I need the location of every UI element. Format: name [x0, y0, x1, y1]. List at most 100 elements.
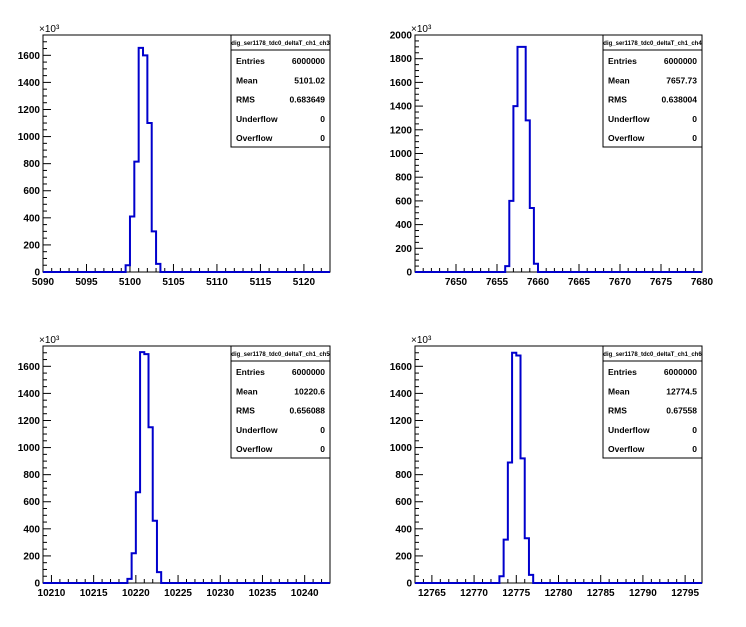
histogram-line: [43, 46, 330, 273]
stat-label: Underflow: [236, 425, 278, 435]
x-tick-label: 10220: [122, 588, 150, 599]
histogram-bin: [140, 352, 144, 583]
histogram-line: [415, 45, 702, 273]
y-tick-label: 400: [23, 524, 40, 535]
y-tick-label: 1800: [390, 54, 413, 65]
histogram-bin: [156, 264, 160, 272]
y-tick-label: 1600: [18, 362, 41, 373]
x-tick-label: 5115: [250, 277, 272, 288]
stat-label: Overflow: [608, 444, 645, 454]
y-tick-label: 0: [406, 579, 412, 590]
histogram-bin: [136, 492, 140, 583]
y-tick-label: 200: [395, 244, 412, 255]
histogram-panel-4: 12765 12770 12775 12780 12785 12790 12795 0 200 4…: [390, 335, 703, 599]
x-tick-label: 7665: [568, 277, 591, 288]
stat-label: RMS: [608, 95, 627, 105]
x-tick-label: 10225: [164, 588, 192, 599]
x-tick-label: 7670: [609, 277, 632, 288]
y-tick-label: 0: [406, 268, 412, 279]
histogram-bin: [513, 106, 517, 272]
histogram-bin: [534, 264, 538, 272]
stat-label: RMS: [236, 95, 255, 105]
y-tick-label: 600: [395, 196, 412, 207]
x-tick-label: 10240: [291, 588, 319, 599]
stats-box: dig_ser1178_tdc0_deltaT_ch1_ch5 Entries 60…: [230, 345, 331, 459]
stat-value: 12774.5: [666, 386, 697, 396]
y-tick-label: 1200: [18, 416, 41, 427]
stats-title: dig_ser1178_tdc0_deltaT_ch1_ch6: [603, 352, 702, 358]
histogram-bin: [516, 355, 520, 583]
y-tick-label: 1400: [390, 102, 413, 113]
y-tick-label: 800: [395, 470, 412, 481]
histogram-bin: [130, 216, 134, 272]
x-tick-label: 12795: [671, 588, 699, 599]
y-tick-label: 800: [395, 173, 412, 184]
y-scale-multiplier: ×10³: [39, 335, 60, 346]
histogram-bin: [157, 572, 161, 583]
x-tick-label: 10235: [249, 588, 277, 599]
histogram-bin: [508, 462, 512, 583]
histogram-bin: [504, 540, 508, 583]
histogram-panel-2: 7650 7655 7660 7665 7670 7675 7680 0 200 400 600 80…: [390, 24, 714, 288]
histogram-bin: [149, 427, 153, 583]
y-tick-label: 600: [23, 186, 40, 197]
stat-label: RMS: [236, 406, 255, 416]
y-tick-label: 1000: [18, 132, 41, 143]
x-tick-label: 5100: [119, 277, 142, 288]
x-tick-label: 7655: [486, 277, 509, 288]
histogram-line: [43, 351, 330, 584]
y-tick-label: 400: [395, 220, 412, 231]
x-tick-label: 12785: [587, 588, 615, 599]
x-tick-label: 5110: [206, 277, 228, 288]
histogram-bin: [518, 47, 522, 272]
stat-value: 0: [692, 133, 697, 143]
y-tick-label: 200: [395, 551, 412, 562]
histogram-bin: [153, 521, 157, 583]
y-tick-label: 1000: [18, 443, 41, 454]
stat-label: Entries: [608, 367, 637, 377]
x-tick-label: 10230: [206, 588, 234, 599]
y-tick-label: 400: [23, 213, 40, 224]
stat-label: Overflow: [608, 133, 645, 143]
stat-value: 0.638004: [662, 95, 698, 105]
stat-value: 0: [692, 444, 697, 454]
histogram-bin: [132, 553, 136, 583]
stats-box: dig_ser1178_tdc0_deltaT_ch1_ch3 Entries 60…: [230, 34, 331, 148]
y-scale-multiplier: ×10³: [411, 335, 432, 346]
histogram-bin: [509, 201, 513, 272]
histogram-bin: [143, 55, 147, 272]
stat-value: 10220.6: [294, 386, 325, 396]
stat-value: 6000000: [292, 56, 325, 66]
x-tick-label: 7675: [650, 277, 673, 288]
y-tick-label: 200: [23, 240, 40, 251]
x-tick-label: 5090: [32, 277, 55, 288]
stat-value: 6000000: [664, 367, 697, 377]
stat-value: 5101.02: [294, 75, 325, 85]
stats-title: dig_ser1178_tdc0_deltaT_ch1_ch4: [603, 41, 702, 47]
histogram-bin: [526, 120, 530, 272]
histogram-bin: [512, 353, 516, 583]
x-tick-label: 12790: [629, 588, 657, 599]
x-tick-label: 5105: [162, 277, 185, 288]
x-tick-label: 5095: [75, 277, 98, 288]
stats-box-frame: [602, 34, 703, 148]
y-tick-label: 2000: [390, 31, 413, 42]
y-tick-label: 800: [23, 159, 40, 170]
x-tick-label: 12780: [545, 588, 573, 599]
histogram-panel-3: 10210 10215 10220 10225 10230 10235 10240 0 200 4…: [18, 335, 331, 599]
y-tick-label: 1200: [18, 105, 41, 116]
stat-label: Overflow: [236, 133, 273, 143]
stat-value: 7657.73: [666, 75, 697, 85]
x-tick-label: 7660: [527, 277, 550, 288]
stats-title: dig_ser1178_tdc0_deltaT_ch1_ch5: [231, 352, 330, 358]
stats-title: dig_ser1178_tdc0_deltaT_ch1_ch3: [231, 41, 330, 47]
histogram-bin: [127, 579, 131, 583]
histogram-bin: [505, 266, 509, 272]
histogram-bin: [525, 538, 529, 583]
y-tick-label: 1400: [18, 78, 41, 89]
y-scale-multiplier: ×10³: [39, 24, 60, 35]
y-tick-label: 800: [23, 470, 40, 481]
y-tick-label: 1600: [390, 78, 413, 89]
stat-value: 0: [320, 114, 325, 124]
